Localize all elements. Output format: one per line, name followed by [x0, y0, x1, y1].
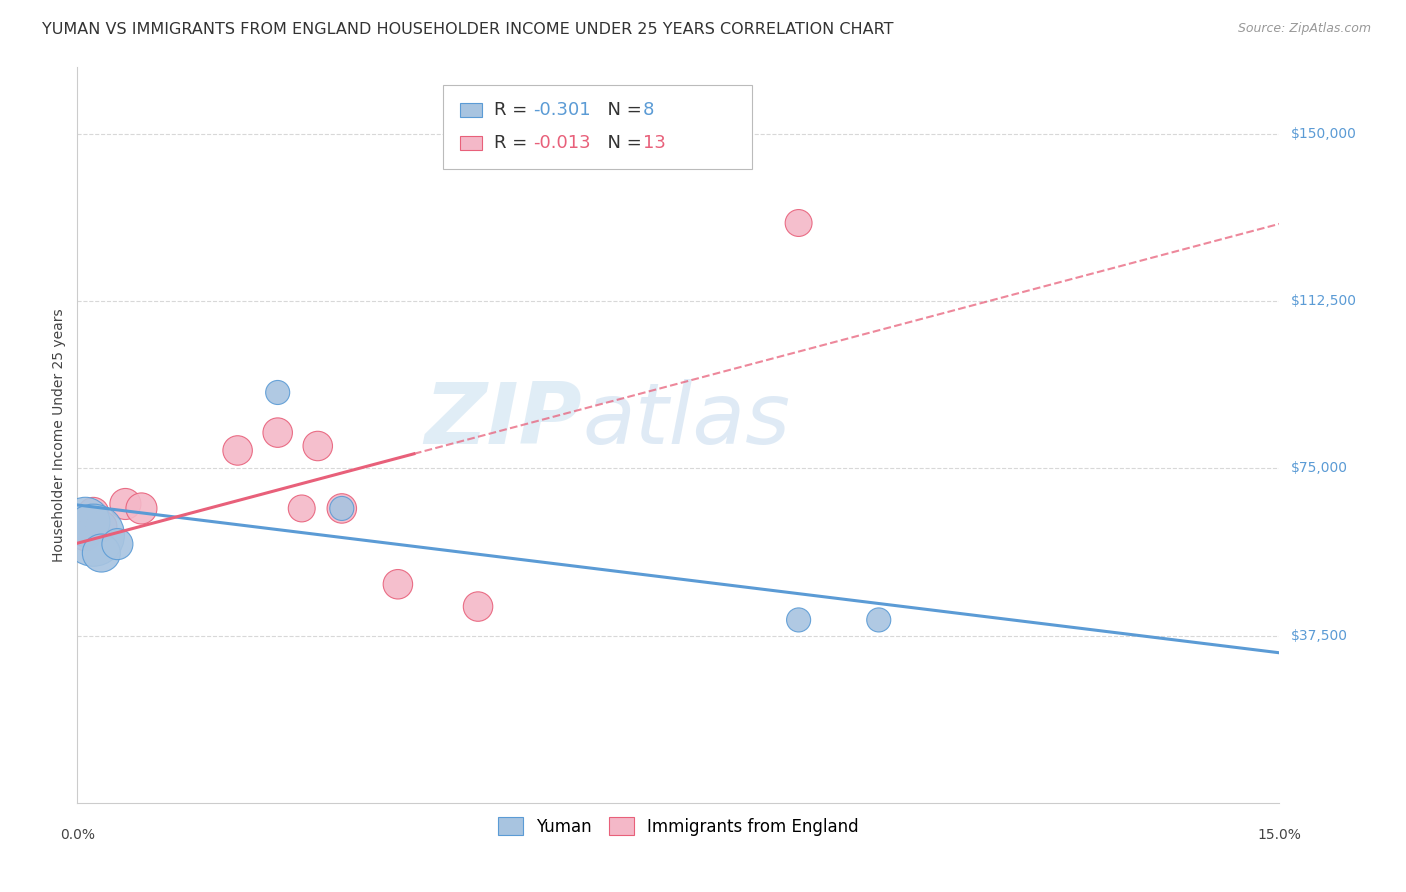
- Point: [307, 439, 329, 453]
- Text: N =: N =: [596, 101, 648, 119]
- Point: [291, 501, 314, 516]
- Point: [467, 599, 489, 614]
- Text: 0.0%: 0.0%: [60, 828, 94, 842]
- Text: Source: ZipAtlas.com: Source: ZipAtlas.com: [1237, 22, 1371, 36]
- Text: 15.0%: 15.0%: [1257, 828, 1302, 842]
- Text: -0.013: -0.013: [533, 134, 591, 152]
- Point: [267, 425, 290, 440]
- Text: 13: 13: [643, 134, 665, 152]
- Legend: Yuman, Immigrants from England: Yuman, Immigrants from England: [492, 811, 865, 842]
- Point: [82, 528, 104, 542]
- Text: YUMAN VS IMMIGRANTS FROM ENGLAND HOUSEHOLDER INCOME UNDER 25 YEARS CORRELATION C: YUMAN VS IMMIGRANTS FROM ENGLAND HOUSEHO…: [42, 22, 894, 37]
- Point: [75, 515, 97, 529]
- Point: [131, 501, 153, 516]
- Text: -0.301: -0.301: [533, 101, 591, 119]
- Point: [226, 443, 249, 458]
- Point: [787, 613, 810, 627]
- Text: N =: N =: [596, 134, 648, 152]
- Point: [330, 501, 353, 516]
- Text: $150,000: $150,000: [1291, 127, 1357, 141]
- Point: [387, 577, 409, 591]
- Text: R =: R =: [494, 134, 533, 152]
- Text: 8: 8: [643, 101, 654, 119]
- Text: R =: R =: [494, 101, 533, 119]
- Point: [90, 519, 112, 533]
- Text: atlas: atlas: [582, 378, 790, 462]
- Point: [330, 501, 353, 516]
- Point: [787, 216, 810, 230]
- Point: [868, 613, 890, 627]
- Text: ZIP: ZIP: [425, 378, 582, 462]
- Y-axis label: Householder Income Under 25 years: Householder Income Under 25 years: [52, 308, 66, 562]
- Text: $112,500: $112,500: [1291, 294, 1357, 308]
- Point: [267, 385, 290, 400]
- Point: [75, 528, 97, 542]
- Point: [82, 506, 104, 520]
- Text: $37,500: $37,500: [1291, 629, 1347, 642]
- Point: [114, 497, 136, 511]
- Text: $75,000: $75,000: [1291, 461, 1347, 475]
- Point: [90, 546, 112, 560]
- Point: [107, 537, 129, 551]
